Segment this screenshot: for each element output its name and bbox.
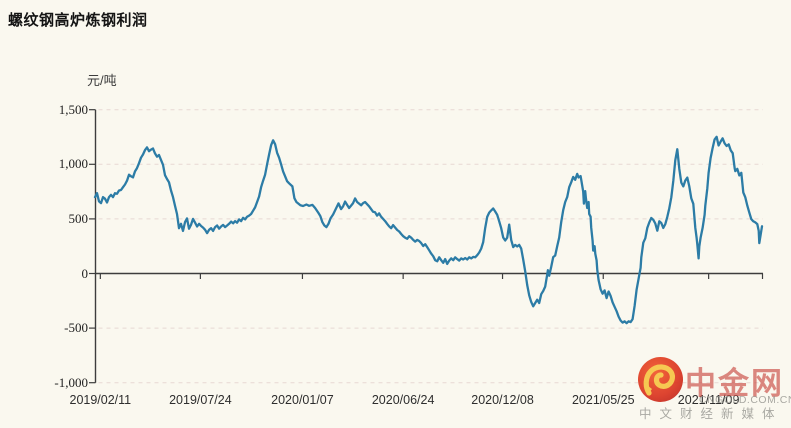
chart-title: 螺纹钢高炉炼钢利润 <box>8 12 148 29</box>
x-tick-label: 2020/06/24 <box>371 393 435 407</box>
y-tick-label: -1,000 <box>54 374 88 390</box>
profit-series-line <box>93 135 764 325</box>
x-tick-label: 2020/01/07 <box>271 393 334 407</box>
x-tick-label: 2021/05/25 <box>571 393 635 407</box>
x-tick-label: 2020/12/08 <box>471 393 534 407</box>
y-tick-label: 1,500 <box>58 101 88 117</box>
y-tick-label: 0 <box>81 265 89 281</box>
x-tick-label: 2021/11/09 <box>677 393 740 407</box>
y-tick-label: 500 <box>68 210 89 226</box>
y-tick-label: -500 <box>64 320 88 336</box>
y-axis-unit-label: 元/吨 <box>87 73 117 88</box>
y-tick-label: 1,000 <box>58 156 88 172</box>
x-tick-label: 2019/07/24 <box>169 393 232 407</box>
x-tick-label: 2019/02/11 <box>69 393 132 407</box>
